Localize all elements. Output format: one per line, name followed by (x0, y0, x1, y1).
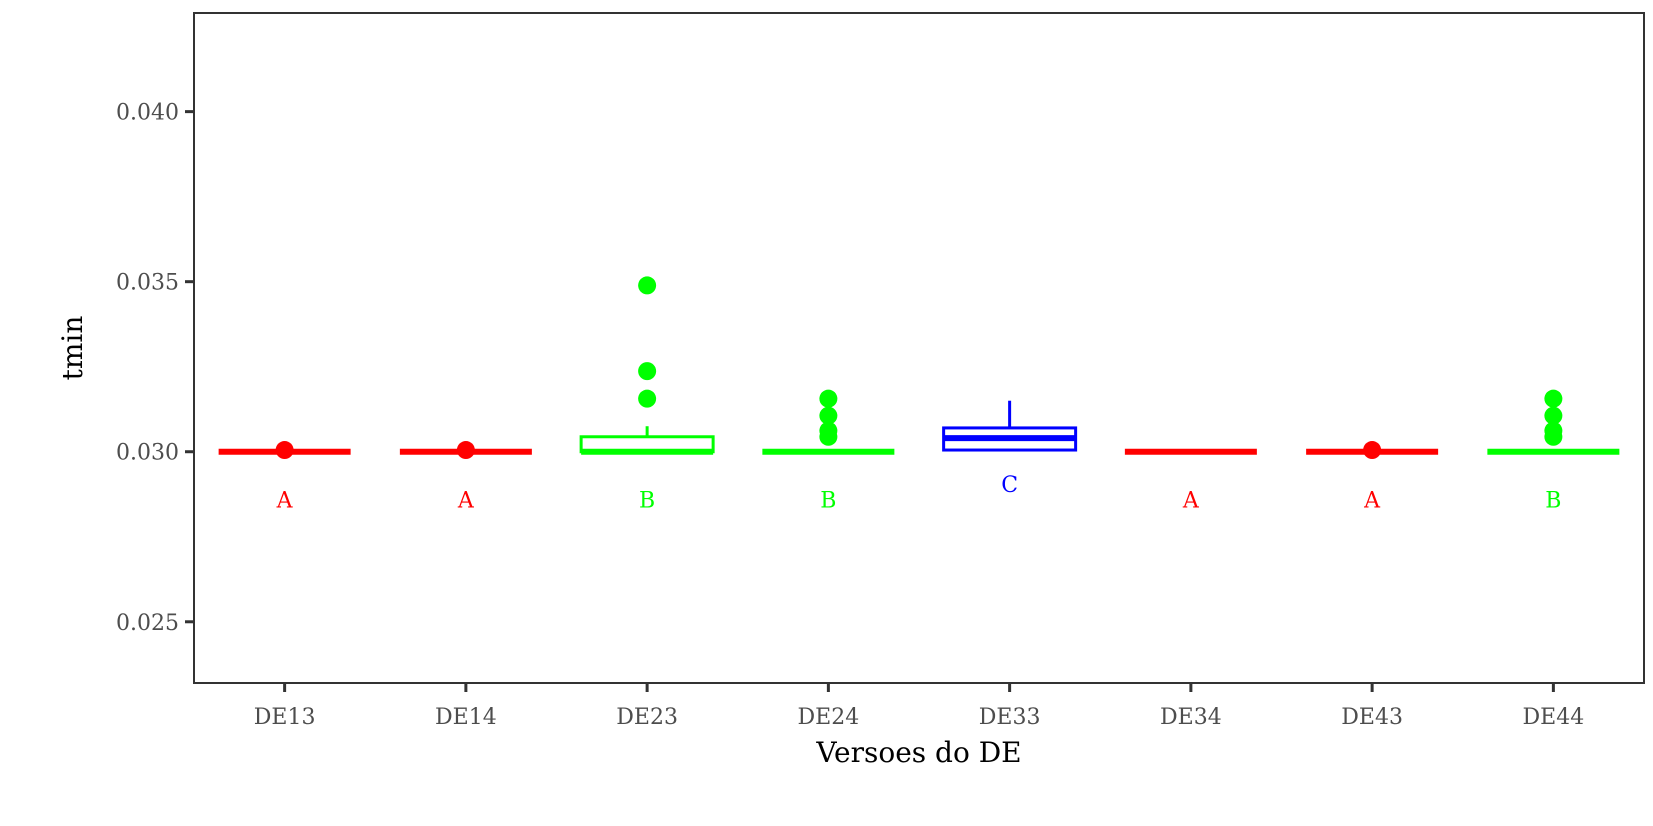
group-letters-layer: A A B BCA A B (276, 473, 1562, 513)
box-de13 (218, 441, 351, 460)
y-tick-label: 0.035 (116, 271, 179, 296)
box-de43 (1306, 441, 1439, 460)
x-tick-label: DE34 (1160, 705, 1222, 730)
x-tick-label: DE23 (616, 705, 678, 730)
group-letter-de23: B (639, 488, 655, 513)
x-axis: DE13 DE14 DE23 DE24 DE33 DE34 DE43 DE44 (254, 683, 1584, 730)
outlier-point (1544, 421, 1563, 440)
x-tick-label: DE24 (798, 705, 860, 730)
outlier-point (1544, 406, 1563, 425)
y-axis: 0.025 0.030 0.035 0.040 (116, 101, 194, 636)
box-de14 (399, 441, 532, 460)
group-letter-de34: A (1182, 488, 1200, 513)
outlier-point (275, 441, 294, 460)
y-tick-label: 0.040 (116, 101, 179, 126)
y-tick-label: 0.025 (116, 611, 179, 636)
group-letter-de14: A (457, 488, 475, 513)
group-letter-de24: B (820, 488, 836, 513)
boxes-layer (218, 276, 1620, 460)
group-letter-de43: A (1363, 488, 1381, 513)
outlier-point (1363, 441, 1382, 460)
outlier-point (638, 389, 657, 408)
x-tick-label: DE13 (254, 705, 316, 730)
outlier-point (1544, 389, 1563, 408)
outlier-point (456, 441, 475, 460)
box-de33 (942, 400, 1078, 452)
x-tick-label: DE43 (1341, 705, 1403, 730)
box-de24 (762, 389, 895, 455)
x-tick-label: DE33 (979, 705, 1041, 730)
x-axis-title: Versoes do DE (815, 736, 1021, 769)
y-axis-title: tmin (56, 316, 89, 381)
outlier-point (638, 276, 657, 295)
box-de44 (1487, 389, 1620, 455)
outlier-point (638, 362, 657, 381)
outlier-point (819, 421, 838, 440)
x-tick-label: DE14 (435, 705, 497, 730)
y-tick-label: 0.030 (116, 441, 179, 466)
outlier-point (819, 389, 838, 408)
group-letter-de44: B (1545, 488, 1561, 513)
plot-panel (193, 12, 1645, 684)
x-tick-label: DE44 (1523, 705, 1585, 730)
box-de23 (579, 276, 715, 455)
group-letter-de13: A (276, 488, 294, 513)
group-letter-de33: C (1001, 473, 1018, 498)
outlier-point (819, 406, 838, 425)
